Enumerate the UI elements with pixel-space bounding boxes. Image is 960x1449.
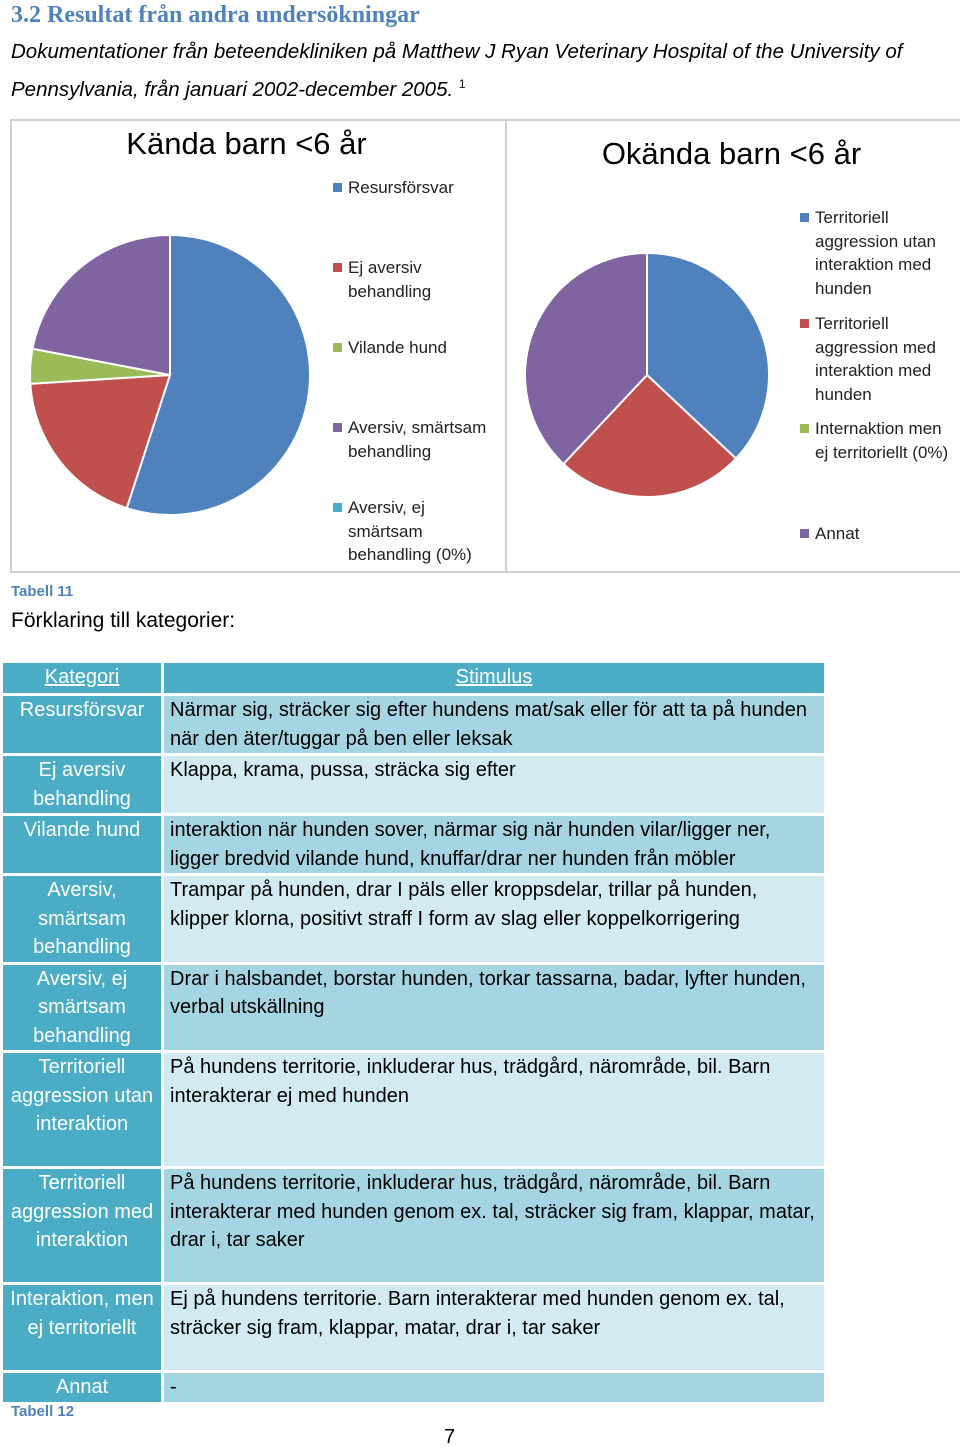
legend-swatch: [333, 183, 342, 192]
category-cell: Annat: [3, 1373, 161, 1402]
intro-paragraph: Dokumentationer från beteendekliniken på…: [11, 36, 911, 106]
legend-swatch: [800, 529, 809, 538]
table-row: Annat -: [3, 1373, 824, 1402]
legend-label: Internaktion men ej territoriellt (0%): [815, 419, 949, 462]
chart-title: Kända barn <6 år: [126, 126, 367, 161]
legend-label: Annat: [815, 524, 860, 543]
category-cell: Territoriell aggression med interaktion: [3, 1169, 161, 1282]
table-header: Kategori Stimulus: [3, 663, 824, 693]
table-row: Ej aversiv behandling Klappa, krama, puss…: [3, 756, 824, 813]
footnote-ref: 1: [458, 77, 466, 91]
legend-swatch: [800, 319, 809, 328]
explanation-heading: Förklaring till kategorier:: [11, 609, 236, 632]
table-row: Aversiv, ej smärtsam behandling Drar i ha…: [3, 964, 824, 1050]
table-row: Territoriell aggression med interaktion P…: [3, 1169, 824, 1282]
category-cell: Aversiv, smärtsam behandling: [3, 876, 161, 962]
category-cell: Aversiv, ej smärtsam behandling: [3, 964, 161, 1050]
pie-slice: [31, 233, 171, 377]
category-cell: Vilande hund: [3, 816, 161, 873]
legend-entry: Internaktion men ej territoriellt (0%): [800, 417, 950, 464]
chart-title: Okända barn <6 år: [601, 136, 862, 171]
category-cell: Ej aversiv behandling: [3, 756, 161, 813]
legend-entry: Aversiv, ej smärtsam behandling (0%): [333, 496, 498, 567]
legend-entry: Aversiv, smärtsam behandling: [333, 416, 498, 463]
legend-swatch: [333, 263, 342, 272]
stimulus-cell: Klappa, krama, pussa, sträcka sig efter: [164, 756, 824, 813]
legend-label: Resursförsvar: [348, 178, 454, 197]
table-row: Interaktion, men ej territoriellt Ej på h…: [3, 1285, 824, 1370]
pie-slice: [646, 251, 770, 460]
legend-swatch: [333, 343, 342, 352]
paragraph-text: Dokumentationer från beteendekliniken på…: [11, 40, 903, 101]
legend-label: Vilande hund: [348, 338, 447, 357]
stimulus-cell: Närmar sig, sträcker sig efter hundens m…: [164, 696, 824, 753]
header-cell: Stimulus: [164, 663, 824, 693]
table-caption: Tabell 11: [11, 583, 74, 600]
legend-entry: Annat: [800, 522, 950, 546]
category-table: Kategori Stimulus Resursförsvar Närmar sig,…: [0, 660, 827, 1405]
table-row: Resursförsvar Närmar sig, sträcker sig ef…: [3, 696, 824, 753]
legend-label: Ej aversiv behandling: [348, 258, 432, 301]
legend-label: Aversiv, smärtsam behandling: [348, 418, 487, 461]
legend-swatch: [800, 424, 809, 433]
stimulus-cell: interaktion när hunden sover, närmar sig…: [164, 816, 824, 873]
legend-swatch: [333, 423, 342, 432]
stimulus-cell: Drar i halsbandet, borstar hunden, torka…: [164, 964, 824, 1050]
table-row: Vilande hund interaktion när hunden sover…: [3, 816, 824, 873]
legend-entry: Vilande hund: [333, 336, 498, 360]
header-cell: Kategori: [3, 663, 161, 693]
legend-entry: Ej aversiv behandling: [333, 256, 498, 303]
page-number: 7: [444, 1426, 456, 1448]
stimulus-cell: Trampar på hunden, drar I päls eller kro…: [164, 876, 824, 962]
legend-swatch: [800, 213, 809, 222]
chart-box: [505, 119, 960, 573]
pie-charts: [29, 233, 770, 516]
legend-entry: Resursförsvar: [333, 176, 498, 200]
category-cell: Interaktion, men ej territoriellt: [3, 1285, 161, 1370]
stimulus-cell: -: [164, 1373, 824, 1402]
legend-swatch: [333, 503, 342, 512]
legend-label: Territoriell aggression med interaktion …: [815, 314, 936, 404]
legend-label: Aversiv, ej smärtsam behandling (0%): [348, 498, 472, 564]
table-row: Aversiv, smärtsam behandling Trampar på h…: [3, 876, 824, 962]
stimulus-cell: På hundens territorie, inkluderar hus, t…: [164, 1169, 824, 1282]
category-cell: Territoriell aggression utan interaktion: [3, 1053, 161, 1166]
table-caption: Tabell 12: [11, 1403, 75, 1420]
legend-entry: Territoriell aggression med interaktion …: [800, 312, 950, 406]
pie-slice: [125, 233, 311, 516]
pie-slice: [29, 373, 172, 510]
category-cell: Resursförsvar: [3, 696, 161, 753]
pie-slice: [524, 251, 648, 466]
stimulus-cell: På hundens territorie, inkluderar hus, t…: [164, 1053, 824, 1166]
stimulus-cell: Ej på hundens territorie. Barn interakte…: [164, 1285, 824, 1370]
legend-label: Territoriell aggression utan interaktion…: [815, 208, 936, 298]
legend-entry: Territoriell aggression utan interaktion…: [800, 206, 950, 300]
section-title: 3.2 Resultat från andra undersökningar: [11, 2, 420, 28]
table-row: Territoriell aggression utan interaktion…: [3, 1053, 824, 1166]
pie-slice: [562, 373, 738, 498]
